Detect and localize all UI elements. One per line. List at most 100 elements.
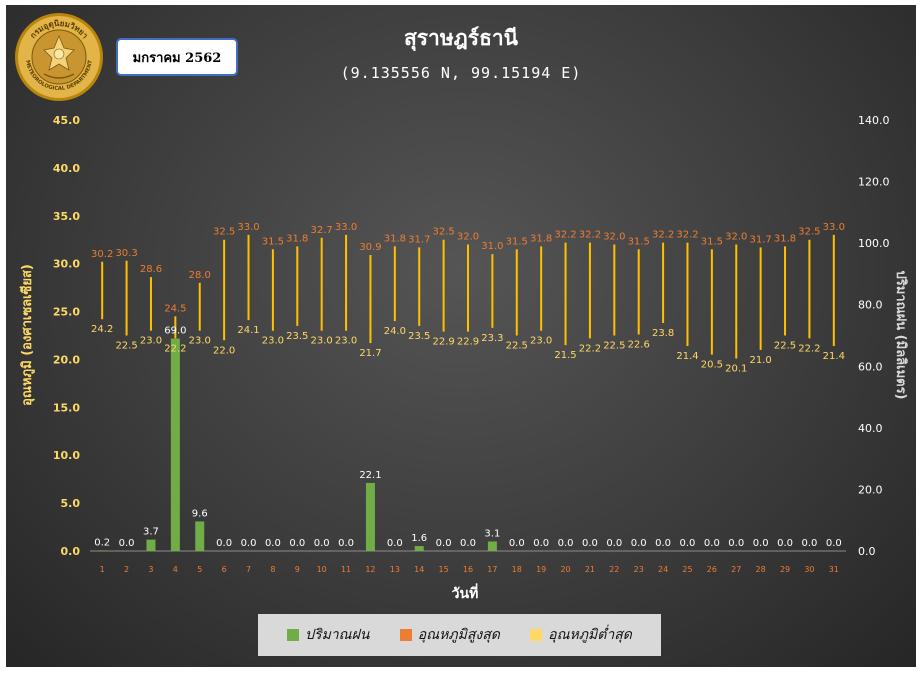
x-tick-label: 7 [246,565,251,574]
right-tick-label: 0.0 [858,545,876,558]
right-tick-label: 20.0 [858,483,883,496]
x-tick-label: 27 [731,565,741,574]
x-tick-label: 30 [804,565,814,574]
x-tick-label: 14 [414,565,424,574]
rainfall-label: 0.0 [777,538,793,549]
x-tick-label: 29 [780,565,790,574]
right-axis: 0.0 20.0 40.0 60.0 80.0 100.0 120.0 140.0 [858,114,890,558]
x-tick-label: 28 [756,565,766,574]
max-temp-label: 32.5 [213,227,235,238]
x-tick-label: 16 [463,565,473,574]
x-tick-label: 10 [317,565,327,574]
rainfall-label: 22.1 [359,470,381,481]
x-tick-label: 25 [682,565,692,574]
left-axis: 0.0 5.0 10.0 15.0 20.0 25.0 30.0 35.0 40.0 45.0 [53,114,80,558]
min-temp-label: 23.0 [140,336,162,347]
max-temp-label: 32.2 [579,230,601,241]
rainfall-bar [414,546,424,551]
min-temp-label: 23.8 [652,328,674,339]
min-temp-label: 20.5 [701,360,723,371]
x-tick-label: 11 [341,565,351,574]
max-temp-label: 28.6 [140,264,162,275]
max-temp-label: 31.7 [408,234,430,245]
min-temp-label: 22.6 [628,340,650,351]
min-temp-label: 22.5 [774,341,796,352]
rainfall-label: 0.0 [606,538,622,549]
max-temp-label: 32.0 [603,232,625,243]
legend-item-min-temp: อุณหภูมิต่ำสุด [530,624,632,646]
rainfall-bar [195,521,205,551]
chart-title: สุราษฎร์ธานี [403,26,519,50]
right-tick-label: 80.0 [858,299,883,312]
min-temp-label: 22.0 [213,345,235,356]
min-temp-label: 21.4 [823,351,845,362]
x-tick-label: 2 [124,565,129,574]
max-temp-label: 31.5 [628,236,650,247]
max-temp-label: 32.2 [652,230,674,241]
max-temp-label: 31.5 [262,236,284,247]
legend-label-rainfall: ปริมาณฝน [305,627,370,643]
x-tick-label: 3 [148,565,153,574]
left-tick-label: 25.0 [53,306,80,319]
data-labels: 30.2 24.2 0.2 30.3 22.5 0.0 28.6 23.0 3.7 24.5 22.… [91,222,845,549]
min-temp-label: 22.5 [115,341,137,352]
rainfall-label: 0.0 [314,538,330,549]
min-temp-label: 23.3 [481,333,503,344]
legend-swatch-min-temp [530,629,543,641]
left-tick-label: 10.0 [53,449,80,462]
legend-swatch-rainfall [287,629,300,641]
max-temp-label: 30.2 [91,249,113,260]
right-tick-label: 120.0 [858,176,890,189]
min-temp-label: 24.2 [91,324,113,335]
x-tick-label: 21 [585,565,595,574]
legend-label-max-temp: อุณหภูมิสูงสุด [417,627,500,643]
rainfall-label: 0.0 [119,538,135,549]
legend-label-min-temp: อุณหภูมิต่ำสุด [548,627,632,643]
month-label: มกราคม 2562 [132,50,222,66]
x-tick-label: 13 [390,565,400,574]
min-temp-label: 24.0 [384,326,406,337]
min-temp-label: 23.5 [408,331,430,342]
rainfall-bar [146,539,156,551]
rainfall-bar [170,338,180,551]
left-tick-label: 5.0 [61,497,81,510]
left-tick-label: 40.0 [53,162,80,175]
x-tick-label: 5 [197,565,202,574]
rainfall-label: 0.0 [533,538,549,549]
rainfall-label: 0.0 [509,538,525,549]
legend-item-max-temp: อุณหภูมิสูงสุด [399,624,500,646]
min-temp-label: 22.5 [603,341,625,352]
min-temp-label: 23.0 [530,336,552,347]
rainfall-label: 0.0 [460,538,476,549]
x-tick-label: 23 [634,565,644,574]
x-tick-label: 15 [439,565,449,574]
x-tick-label: 31 [829,565,839,574]
rainfall-label: 0.0 [558,538,574,549]
max-temp-label: 32.0 [457,232,479,243]
max-temp-label: 32.5 [798,227,820,238]
max-temp-label: 33.0 [237,222,259,233]
rainfall-label: 0.0 [265,538,281,549]
max-temp-label: 31.8 [286,233,308,244]
min-temp-label: 22.2 [798,343,820,354]
rainfall-label: 69.0 [164,326,186,337]
right-tick-label: 100.0 [858,237,890,250]
max-temp-label: 32.2 [554,230,576,241]
x-tick-label: 18 [512,565,522,574]
left-tick-label: 15.0 [53,401,80,414]
max-temp-label: 31.0 [481,241,503,252]
chart-legend: ปริมาณฝน อุณหภูมิสูงสุด อุณหภูมิต่ำสุด [258,614,661,656]
rainfall-label: 0.0 [387,538,403,549]
min-temp-label: 22.2 [164,343,186,354]
max-temp-label: 30.3 [115,248,137,259]
min-temp-label: 21.5 [554,350,576,361]
max-temp-label: 31.8 [530,233,552,244]
max-temp-label: 24.5 [164,303,186,314]
min-temp-label: 22.9 [432,337,454,348]
max-temp-label: 32.0 [725,232,747,243]
temperature-ranges [101,234,835,359]
rainfall-label: 9.6 [192,508,208,519]
left-axis-label: อุณหภูมิ (องศาเซลเซียส) [19,264,35,406]
max-temp-label: 31.7 [750,234,772,245]
